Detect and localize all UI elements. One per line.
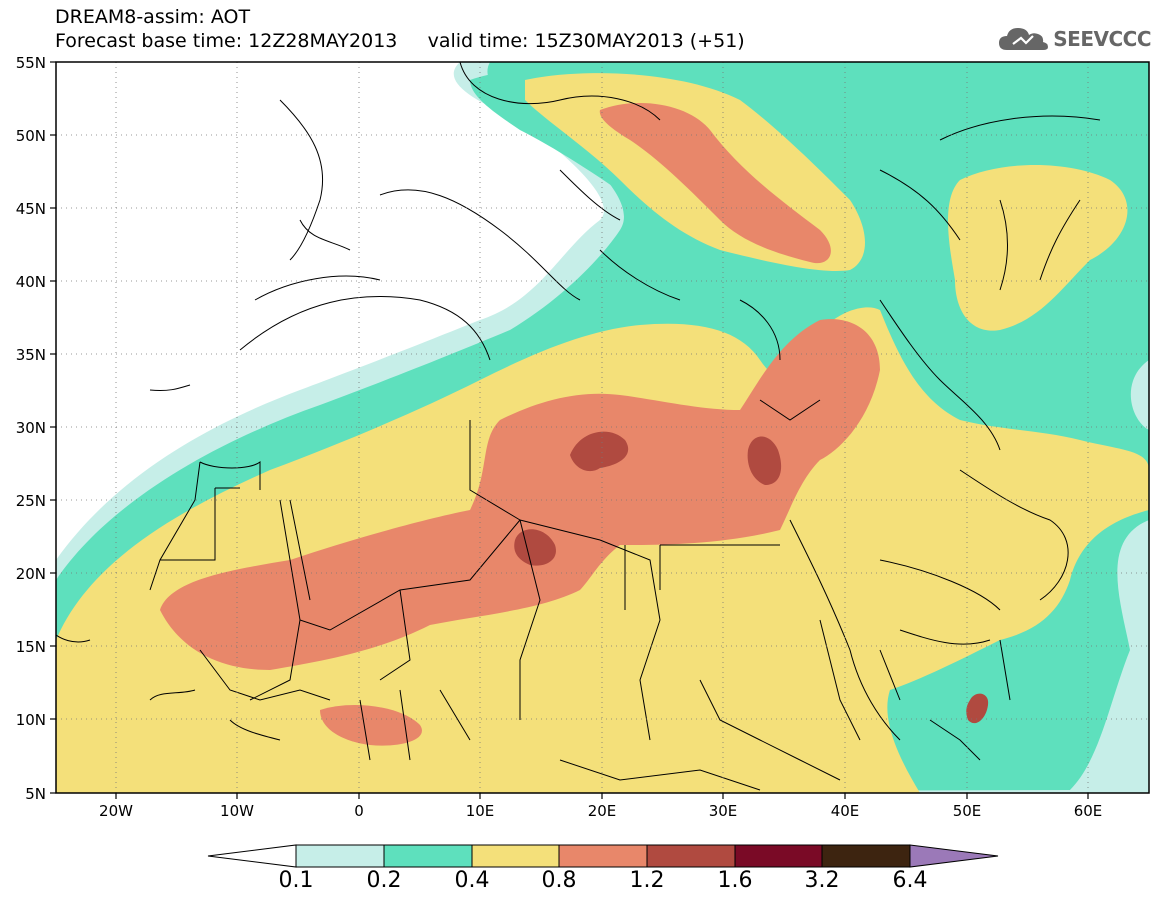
lat-label: 45N xyxy=(16,200,46,218)
lon-label: 50E xyxy=(953,802,982,820)
brand-name: SEEVCCC xyxy=(1053,27,1151,51)
grid-lines xyxy=(56,62,1149,793)
colorbar-swatch xyxy=(383,844,473,868)
lon-label: 20W xyxy=(99,802,133,820)
colorbar-swatch xyxy=(471,844,560,868)
colorbar-label: 1.2 xyxy=(629,868,665,893)
aot-blob-caspian xyxy=(948,165,1128,331)
colorbar-extend-low xyxy=(207,844,297,868)
lon-label: 10W xyxy=(220,802,254,820)
colorbar xyxy=(207,844,999,868)
lat-label: 25N xyxy=(16,492,46,510)
lat-label: 30N xyxy=(16,419,46,437)
colorbar-swatch xyxy=(295,844,385,868)
aot-field xyxy=(56,62,1149,793)
colorbar-swatch xyxy=(558,844,648,868)
lat-label: 50N xyxy=(16,127,46,145)
colorbar-swatch xyxy=(646,844,736,868)
colorbar-labels: 0.1 0.2 0.4 0.8 1.2 1.6 3.2 6.4 xyxy=(0,868,1165,898)
colorbar-label: 0.2 xyxy=(366,868,402,893)
colorbar-label: 1.6 xyxy=(717,868,753,893)
map-title: DREAM8-assim: AOT xyxy=(55,6,251,28)
cloud-icon xyxy=(999,28,1049,50)
country-borders xyxy=(56,62,1101,791)
lat-label: 40N xyxy=(16,273,46,291)
lat-label: 20N xyxy=(16,565,46,583)
colorbar-swatch xyxy=(734,844,823,868)
lon-label: 0 xyxy=(354,802,364,820)
forecast-time-line: Forecast base time: 12Z28MAY2013 valid t… xyxy=(55,30,745,52)
colorbar-label: 0.4 xyxy=(454,868,490,893)
lon-label: 20E xyxy=(588,802,617,820)
aot-contour-0.8 xyxy=(160,319,880,670)
lon-label: 60E xyxy=(1074,802,1103,820)
colorbar-label: 0.8 xyxy=(541,868,577,893)
colorbar-swatch xyxy=(821,844,911,868)
colorbar-label: 6.4 xyxy=(892,868,928,893)
brand-logo: SEEVCCC xyxy=(997,22,1151,56)
lon-label: 30E xyxy=(709,802,738,820)
axis-ticks xyxy=(50,61,1089,799)
lat-label: 10N xyxy=(16,711,46,729)
aot-contour-1.2 xyxy=(570,431,629,472)
lat-label: 35N xyxy=(16,346,46,364)
lat-label: 5N xyxy=(25,785,46,803)
lat-label: 55N xyxy=(16,54,46,72)
colorbar-label: 0.1 xyxy=(278,868,314,893)
lon-label: 40E xyxy=(831,802,860,820)
colorbar-label: 3.2 xyxy=(804,868,840,893)
lon-label: 10E xyxy=(466,802,495,820)
colorbar-extend-high xyxy=(909,844,999,868)
lat-label: 15N xyxy=(16,638,46,656)
